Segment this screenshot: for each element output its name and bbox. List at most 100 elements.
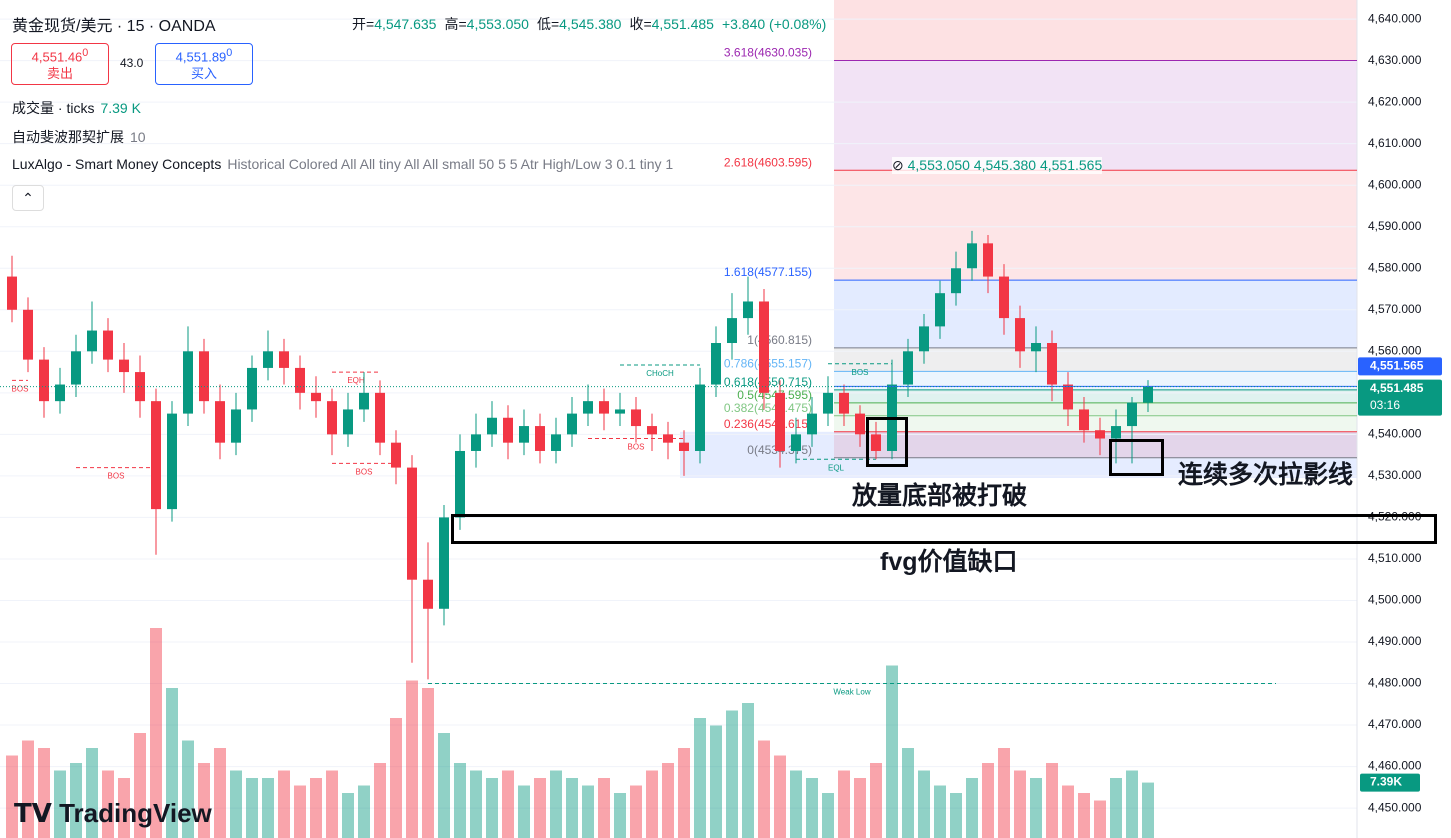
volume-bar bbox=[806, 778, 818, 838]
volume-bar bbox=[1046, 763, 1058, 838]
candle-body bbox=[695, 384, 705, 451]
structure-label: BOS bbox=[628, 443, 645, 452]
volume-bar bbox=[518, 785, 530, 838]
structure-label: BOS bbox=[852, 368, 869, 377]
structure-label: BOS bbox=[12, 384, 29, 393]
volume-bar bbox=[1094, 800, 1106, 838]
candle-body bbox=[983, 243, 993, 277]
candle-body bbox=[231, 409, 241, 443]
candle-body bbox=[519, 426, 529, 443]
candle-body bbox=[567, 413, 577, 435]
fib-band bbox=[834, 170, 1357, 281]
y-tick-label: 4,590.000 bbox=[1368, 219, 1422, 233]
fib-label: 3.618(4630.035) bbox=[724, 46, 812, 60]
fib-band bbox=[834, 402, 1357, 416]
volume-bar bbox=[198, 763, 210, 838]
structure-label: CHoCH bbox=[646, 369, 674, 378]
lux-values: ⊘ 4,553.050 4,545.380 4,551.565 bbox=[892, 157, 1103, 174]
indicator: 自动斐波那契扩展 10 bbox=[12, 127, 146, 147]
y-tick-label: 4,490.000 bbox=[1368, 634, 1422, 648]
fib-label: 2.618(4603.595) bbox=[724, 155, 812, 169]
candle-body bbox=[919, 326, 929, 352]
volume-bar bbox=[1142, 782, 1154, 838]
structure-label: BOS bbox=[108, 472, 125, 481]
y-tick-label: 4,570.000 bbox=[1368, 302, 1422, 316]
candle-body bbox=[119, 359, 129, 373]
volume-bar bbox=[998, 748, 1010, 838]
candle-body bbox=[359, 392, 369, 410]
volume-bar bbox=[582, 785, 594, 838]
ohlc-value: 4,545.380 bbox=[559, 16, 622, 32]
volume-bar bbox=[230, 770, 242, 838]
volume-bar bbox=[886, 665, 898, 838]
volume-bar bbox=[150, 628, 162, 838]
volume-bar bbox=[758, 740, 770, 838]
sell-button[interactable]: 4,551.460 卖出 bbox=[11, 43, 109, 85]
indicator: LuxAlgo - Smart Money Concepts Historical… bbox=[12, 156, 673, 172]
ohlc-value: 4,547.635 bbox=[374, 16, 437, 32]
candle-body bbox=[599, 401, 609, 414]
candle-body bbox=[7, 276, 17, 310]
volume-bar bbox=[310, 778, 322, 838]
y-tick-label: 4,610.000 bbox=[1368, 136, 1422, 150]
annotation-text: 连续多次拉影线 bbox=[1178, 461, 1354, 489]
annotation-box bbox=[1109, 439, 1164, 476]
ohlc-key: 收= bbox=[629, 16, 652, 32]
y-tick-label: 4,540.000 bbox=[1368, 427, 1422, 441]
candle-body bbox=[295, 367, 305, 393]
candle-body bbox=[1127, 402, 1137, 427]
symbol[interactable]: 黄金现货/美元 · 15 · OANDA bbox=[12, 18, 216, 35]
candle-body bbox=[903, 351, 913, 385]
volume-bar bbox=[694, 718, 706, 838]
ohlc-key: 开= bbox=[352, 16, 375, 32]
candle-body bbox=[167, 413, 177, 510]
y-tick-label: 4,620.000 bbox=[1368, 94, 1422, 108]
spread: 43.0 bbox=[120, 56, 144, 70]
candle-body bbox=[743, 301, 753, 319]
indicator: 成交量 · ticks 7.39 K bbox=[12, 98, 141, 118]
volume-bar bbox=[6, 755, 18, 838]
sell-label: 卖出 bbox=[46, 66, 73, 82]
buy-price: 4,551.89 bbox=[175, 49, 227, 65]
volume-bar bbox=[278, 770, 290, 838]
candle-body bbox=[39, 359, 49, 402]
y-tick-label: 4,470.000 bbox=[1368, 717, 1422, 731]
fib-band bbox=[834, 280, 1357, 348]
collapse-button[interactable]: ⌃ bbox=[12, 185, 44, 211]
candle-body bbox=[727, 318, 737, 344]
volume-bar bbox=[390, 718, 402, 838]
y-tick-label: 4,630.000 bbox=[1368, 53, 1422, 67]
volume-bar bbox=[1126, 770, 1138, 838]
ohlc-key: 低= bbox=[536, 16, 560, 32]
volume-bar bbox=[726, 710, 738, 838]
buy-sup: 0 bbox=[226, 47, 233, 59]
annotation-box bbox=[866, 417, 908, 467]
fib-label: 0.236(4540.615) bbox=[724, 417, 812, 431]
candle-body bbox=[759, 301, 769, 393]
fib-band bbox=[834, 389, 1357, 403]
buy-button[interactable]: 4,551.890 买入 bbox=[155, 43, 253, 85]
annotation-text: 放量底部被打破 bbox=[852, 482, 1028, 510]
candle-body bbox=[775, 392, 785, 451]
y-tick-label: 4,560.000 bbox=[1368, 343, 1422, 357]
candle-body bbox=[535, 426, 545, 451]
fib-band bbox=[834, 0, 1357, 61]
candle-body bbox=[391, 442, 401, 468]
candle-body bbox=[103, 330, 113, 360]
candle-body bbox=[23, 309, 33, 360]
volume-bar bbox=[134, 733, 146, 838]
candle-body bbox=[87, 330, 97, 352]
volume-bar bbox=[358, 785, 370, 838]
volume-bar bbox=[1014, 770, 1026, 838]
volume-bar bbox=[870, 763, 882, 838]
change: +3.840 (+0.08%) bbox=[721, 16, 827, 32]
price-label: 4,551.485 bbox=[1370, 381, 1424, 395]
indicator-value: 7.39 K bbox=[100, 100, 141, 116]
candle-body bbox=[1079, 409, 1089, 431]
candle-body bbox=[823, 392, 833, 414]
candle-body bbox=[711, 343, 721, 385]
volume-bar bbox=[118, 778, 130, 838]
fib-label: 1(4560.815) bbox=[747, 333, 812, 347]
y-tick-label: 4,460.000 bbox=[1368, 759, 1422, 773]
candle-body bbox=[311, 392, 321, 402]
